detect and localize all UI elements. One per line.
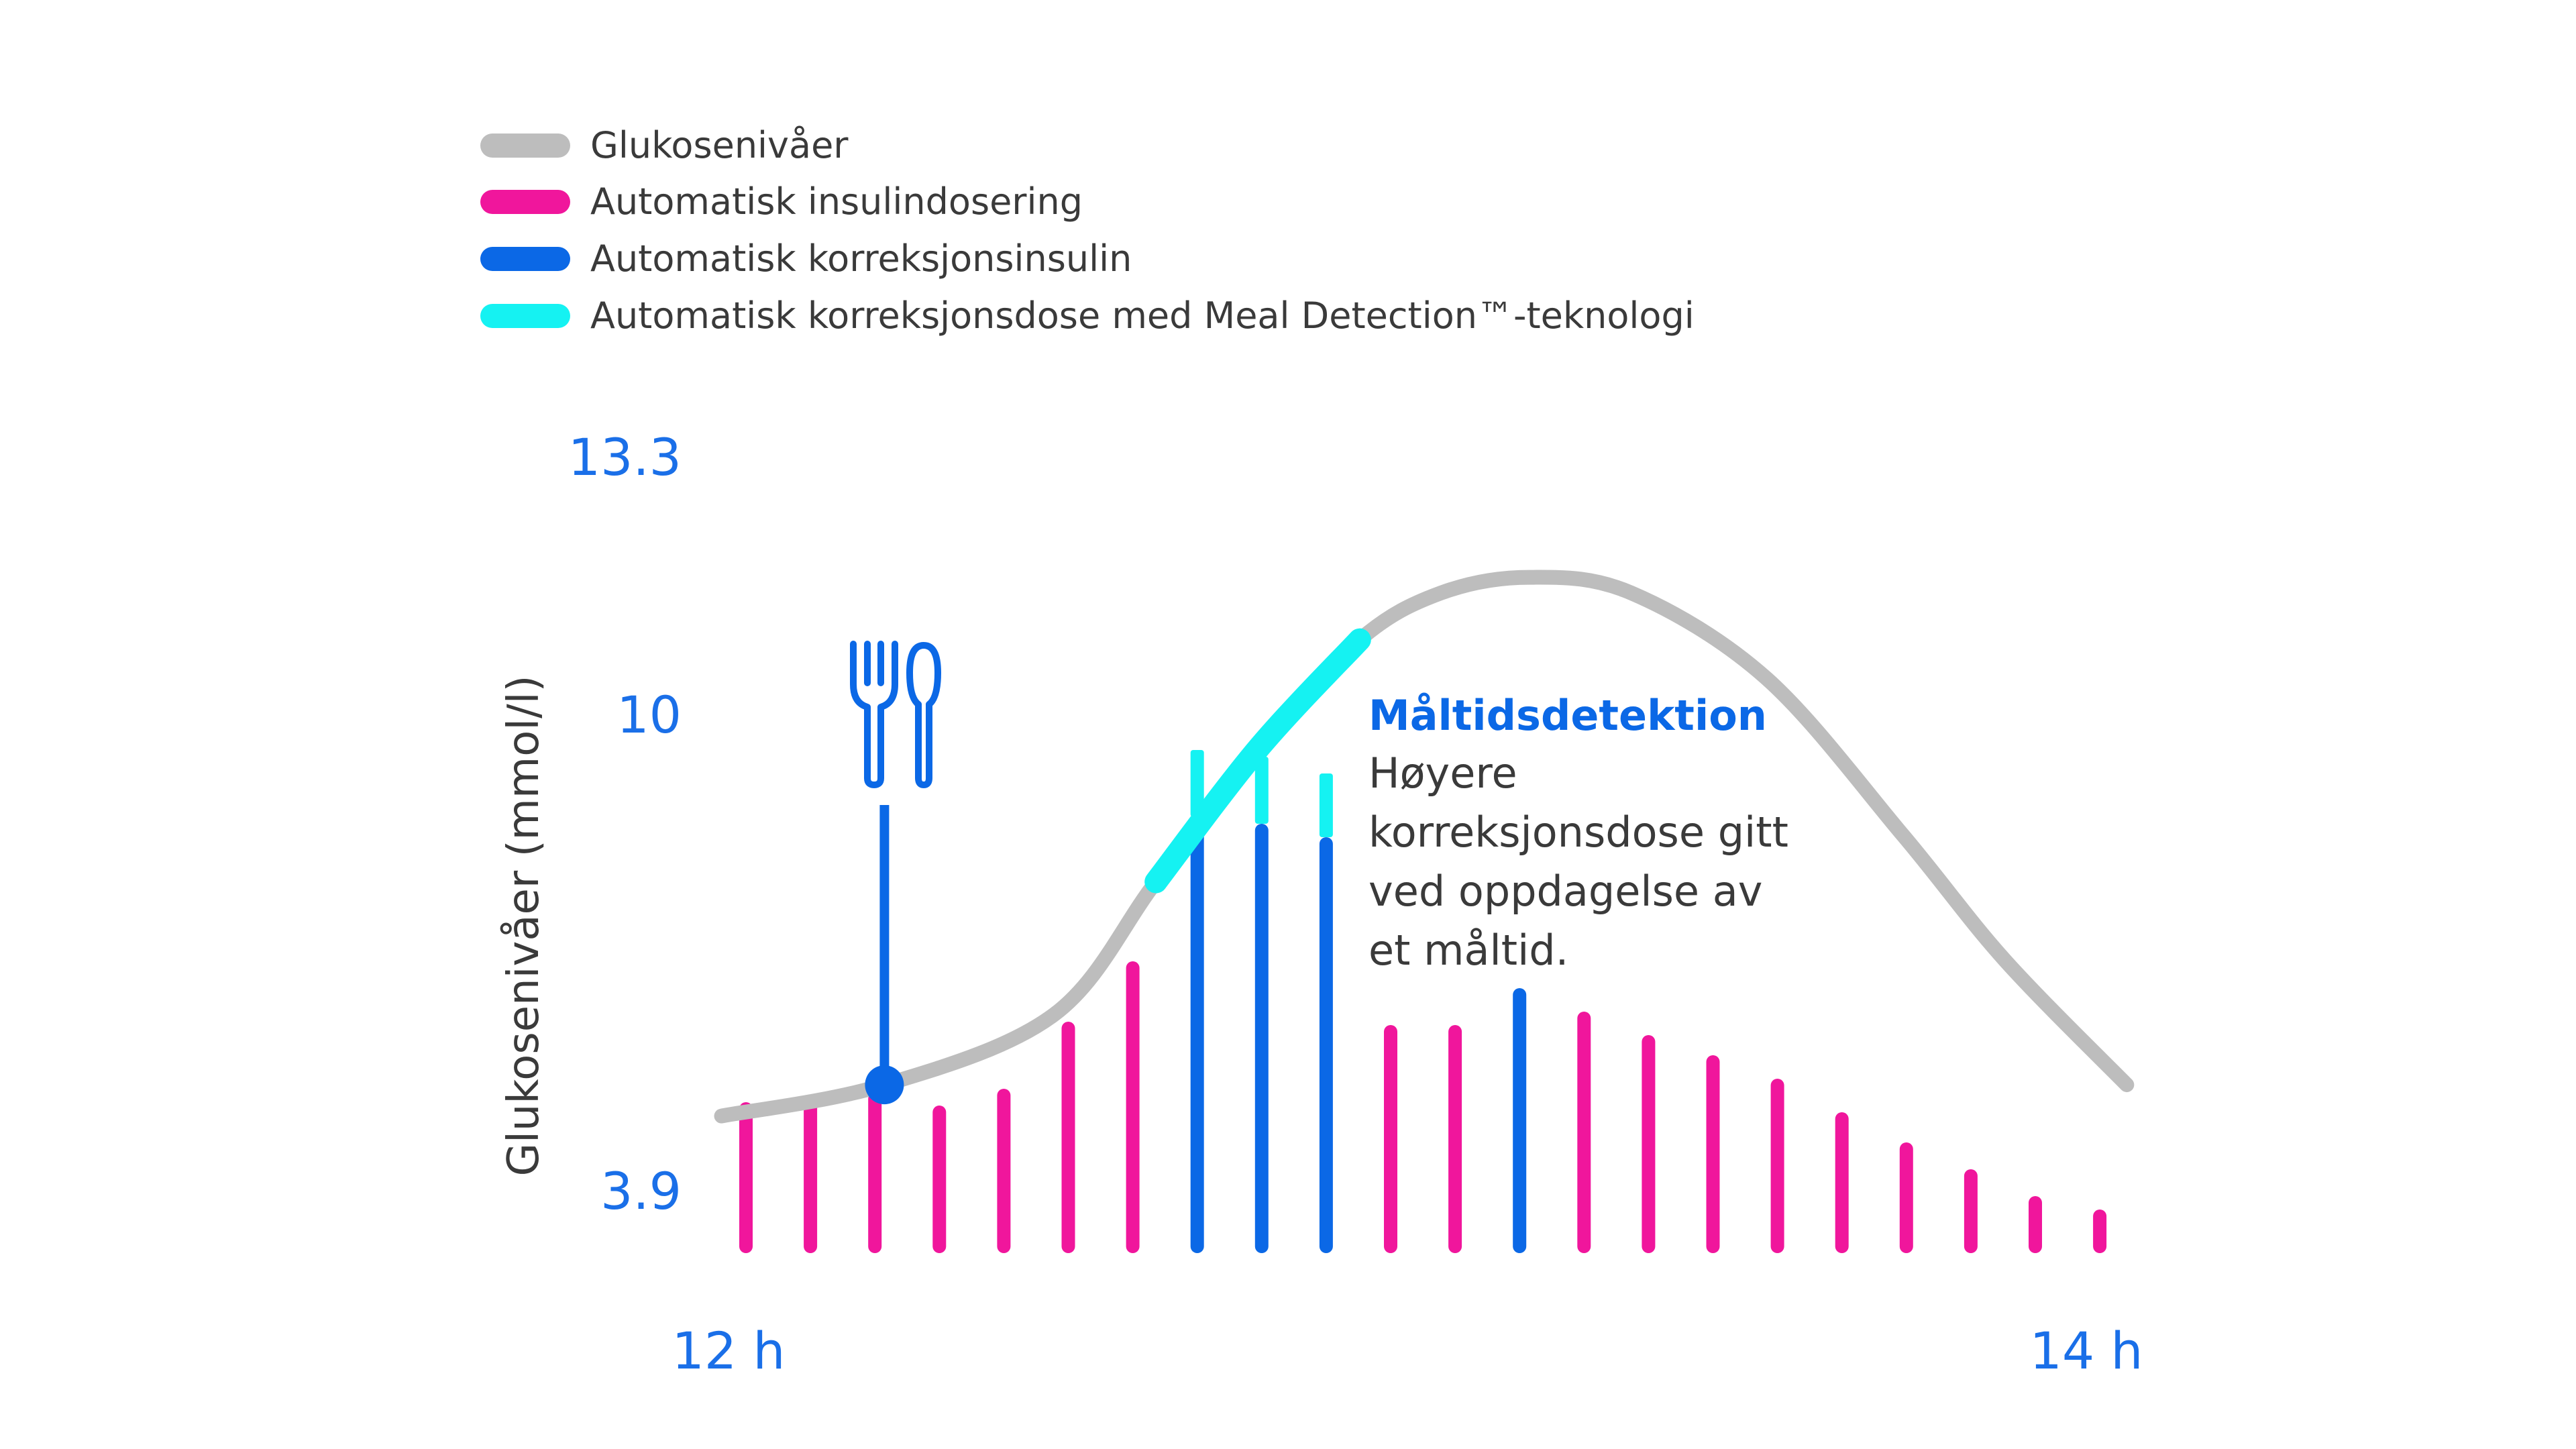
bar-auto-insulin [1061, 1022, 1075, 1253]
bar-auto-insulin [1448, 1025, 1462, 1253]
bar-auto-insulin [997, 1089, 1011, 1253]
legend-item-auto-insulin: Automatisk insulindosering [480, 180, 1083, 223]
bar-auto-insulin [1899, 1142, 1913, 1253]
bar-auto-insulin [1835, 1112, 1849, 1253]
x-tick-label: 14 h [2029, 1321, 2143, 1381]
bar-auto-insulin [932, 1106, 947, 1253]
glucose-curve [714, 570, 2135, 1124]
bar-auto-insulin [868, 1092, 882, 1253]
x-tick-label: 12 h [672, 1321, 785, 1381]
bar-auto-insulin [1126, 961, 1140, 1253]
legend-label-correction: Automatisk korreksjonsinsulin [590, 237, 1132, 280]
meal-detection-curve-highlight [1144, 628, 1371, 894]
bar-auto-insulin [1384, 1025, 1397, 1253]
bar-meal-detection [1254, 757, 1269, 824]
bar-auto-insulin [2093, 1210, 2107, 1253]
annotation-line-4: et måltid. [1368, 926, 1568, 975]
bar-correction [1190, 817, 1204, 1253]
bar-meal-detection [1190, 750, 1204, 817]
y-axis-ticks: 3.9 10 13.3 [568, 427, 682, 1221]
meal-marker-dot [865, 1065, 904, 1105]
fork-spoon-icon [850, 641, 941, 788]
y-axis-label: Glukosenivåer (mmol/l) [499, 676, 549, 1177]
bar-auto-insulin [804, 1099, 818, 1253]
annotation-title: Måltidsdetektion [1368, 691, 1767, 740]
bar-meal-detection [1319, 773, 1333, 837]
bar-auto-insulin [2029, 1196, 2042, 1253]
meal-detection-annotation: Måltidsdetektion Høyere korreksjonsdose … [1368, 691, 1788, 975]
legend-item-glucose: Glukosenivåer [480, 124, 849, 166]
annotation-line-3: ved oppdagelse av [1368, 867, 1762, 916]
y-tick-label: 10 [616, 685, 682, 745]
legend-item-meal-detection: Automatisk korreksjonsdose med Meal Dete… [480, 294, 1695, 337]
bar-correction [1513, 988, 1527, 1253]
y-tick-label: 3.9 [600, 1161, 682, 1221]
bar-auto-insulin [1706, 1055, 1720, 1253]
bar-correction [1254, 824, 1269, 1253]
bar-auto-insulin [1577, 1012, 1591, 1253]
legend-label-glucose: Glukosenivåer [590, 124, 849, 166]
bar-auto-insulin [1642, 1035, 1656, 1253]
legend-label-auto-insulin: Automatisk insulindosering [590, 180, 1083, 223]
legend-label-meal-detection: Automatisk korreksjonsdose med Meal Dete… [590, 294, 1695, 337]
legend-item-correction: Automatisk korreksjonsinsulin [480, 237, 1132, 280]
insulin-bars [739, 750, 2107, 1253]
bar-correction [1319, 837, 1333, 1253]
legend: Glukosenivåer Automatisk insulindosering… [480, 124, 1695, 337]
bar-auto-insulin [739, 1102, 753, 1253]
y-tick-label: 13.3 [568, 427, 682, 487]
annotation-line-1: Høyere [1368, 749, 1517, 798]
bar-auto-insulin [1964, 1169, 1978, 1253]
bar-auto-insulin [1770, 1079, 1784, 1253]
x-axis-ticks: 12 h 14 h [672, 1321, 2143, 1381]
annotation-line-2: korreksjonsdose gitt [1368, 808, 1788, 857]
